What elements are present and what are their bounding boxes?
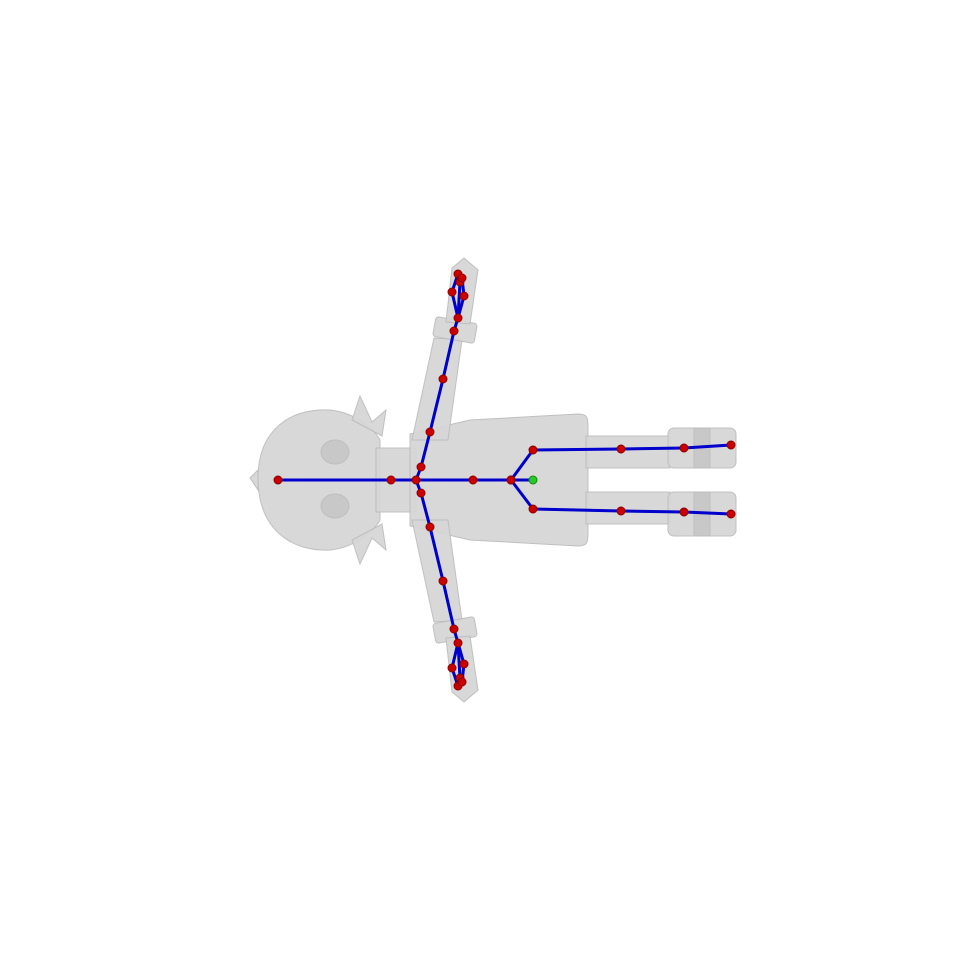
left-finger-e-joint [457,273,467,283]
left-clavicle-joint [416,462,426,472]
head-joint [386,475,396,485]
bone-l-hand-to-l-finger-c [456,280,462,320]
right-toe-joint [726,509,736,519]
left-hip-joint [528,445,538,455]
left-knee-joint [616,444,626,454]
bone-r-clavicle-to-r-shoulder [419,491,432,529]
left-shoulder-joint [425,427,435,437]
right-finger-a-joint [447,663,457,673]
left-wrist-joint [449,326,459,336]
left-finger-b-joint [459,291,469,301]
bone-hips-to-l-hip [509,448,535,482]
eye-left [320,439,350,465]
right-finger-e-joint [457,677,467,687]
left-ankle-joint [679,443,689,453]
eye-right [320,493,350,519]
bone-l-shoulder-to-l-elbow [428,377,445,434]
right-shoulder-joint [425,522,435,532]
spine-upper-joint [468,475,478,485]
root-joint [528,475,538,485]
right-leg-mesh [585,491,671,525]
hair-spike-top [351,394,387,437]
bone-r-knee-to-r-ankle [619,509,686,514]
bone-l-ankle-to-l-toe [682,443,733,450]
joint-layer [273,269,736,691]
right-ankle-joint [679,507,689,517]
right-knee-joint [616,506,626,516]
right-clavicle-joint [416,488,426,498]
bone-r-hip-to-r-knee [531,507,623,513]
bone-hips-to-r-hip [509,478,535,511]
bone-l-knee-to-l-ankle [619,446,686,451]
right-finger-b-joint [459,659,469,669]
bone-l-clavicle-to-l-shoulder [419,430,432,469]
bone-r-hand-to-r-finger-c [456,641,462,680]
right-hand-joint [453,638,463,648]
bone-l-elbow-to-l-wrist [441,329,456,381]
left-elbow-joint [438,374,448,384]
hair-tip [249,468,259,492]
hair-spike-bottom [351,523,387,566]
hips-joint [506,475,516,485]
bone-l-hip-to-l-knee [531,447,623,452]
bone-r-shoulder-to-r-elbow [428,525,445,583]
bone-r-ankle-to-r-toe [682,510,733,516]
left-leg-mesh [585,435,671,469]
bone-r-elbow-to-r-wrist [441,579,456,631]
neck-joint [411,475,421,485]
left-hand-joint [453,313,463,323]
head-top-joint [273,475,283,485]
right-wrist-joint [449,624,459,634]
right-elbow-joint [438,576,448,586]
right-hip-joint [528,504,538,514]
left-finger-a-joint [447,287,457,297]
left-toe-joint [726,440,736,450]
